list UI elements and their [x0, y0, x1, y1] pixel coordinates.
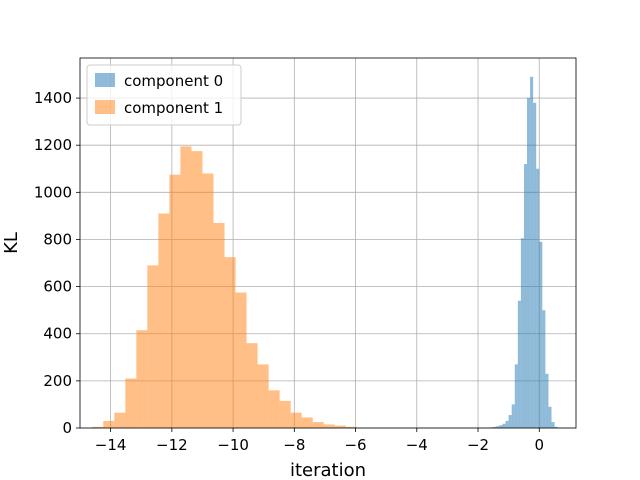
bar-component-0	[530, 76, 534, 428]
bar-component-1	[279, 400, 291, 428]
bar-component-0	[493, 426, 497, 428]
bar-component-1	[290, 412, 302, 428]
x-axis-title: iteration	[290, 460, 366, 480]
x-tick-label: 0	[534, 436, 544, 454]
y-tick-label: 200	[43, 372, 72, 390]
legend-swatch-component-0	[95, 73, 115, 87]
legend: component 0 component 1	[86, 64, 242, 126]
bar-component-0	[517, 300, 521, 428]
bar-component-1	[191, 151, 203, 428]
bar-component-0	[523, 164, 528, 428]
bar-component-0	[545, 373, 549, 428]
legend-box	[86, 64, 242, 126]
bar-component-1	[92, 426, 104, 428]
bar-component-1	[136, 330, 148, 428]
bar-component-1	[345, 426, 357, 428]
x-axis-ticks: −14 −12 −10 −8 −6 −4 −2 0	[95, 428, 544, 454]
y-axis-title: KL	[1, 232, 22, 254]
bar-component-1	[158, 213, 170, 428]
bar-component-0	[499, 425, 503, 428]
bar-component-0	[539, 241, 543, 428]
bar-component-1	[125, 378, 137, 428]
x-tick-label: −8	[283, 436, 305, 454]
bar-component-1	[169, 174, 181, 428]
bar-component-1	[312, 422, 324, 428]
x-tick-label: −2	[467, 436, 489, 454]
y-tick-label: 0	[62, 419, 72, 437]
x-tick-label: −10	[217, 436, 249, 454]
bar-component-0	[520, 238, 524, 428]
legend-swatch-component-1	[95, 100, 115, 114]
bar-component-1	[147, 265, 159, 428]
y-tick-label: 400	[43, 325, 72, 343]
x-tick-label: −12	[156, 436, 188, 454]
bar-component-0	[508, 415, 512, 428]
bar-component-1	[180, 146, 192, 428]
x-tick-label: −14	[95, 436, 127, 454]
bar-component-1	[114, 412, 126, 428]
bar-component-1	[257, 364, 269, 428]
bar-component-0	[542, 310, 546, 428]
bar-component-1	[103, 420, 115, 428]
x-tick-label: −4	[406, 436, 428, 454]
bar-component-0	[536, 168, 540, 428]
bar-component-0	[496, 426, 500, 428]
bar-component-1	[323, 424, 335, 428]
plot-frame	[79, 57, 577, 429]
legend-label-component-1: component 1	[124, 99, 223, 117]
bar-component-0	[551, 422, 555, 428]
bar-component-1	[235, 292, 247, 428]
y-tick-label: 1200	[34, 136, 72, 154]
bar-component-1	[213, 222, 225, 428]
y-axis-ticks: 0 200 400 600 800 1000 1200 1400	[34, 89, 80, 437]
bar-component-0	[554, 426, 558, 428]
bar-component-0	[511, 404, 515, 428]
y-tick-label: 1400	[34, 89, 72, 107]
bar-component-0	[505, 420, 509, 428]
histogram-bars	[92, 76, 558, 429]
y-tick-label: 800	[43, 230, 72, 248]
legend-label-component-0: component 0	[124, 72, 223, 90]
y-tick-label: 600	[43, 278, 72, 296]
bar-component-0	[502, 423, 506, 428]
bar-component-0	[527, 98, 531, 429]
bar-component-1	[202, 173, 214, 428]
y-tick-label: 1000	[34, 183, 72, 201]
bar-component-1	[246, 343, 258, 428]
bar-component-1	[224, 257, 236, 428]
bar-component-0	[548, 406, 552, 428]
bar-component-0	[533, 102, 537, 428]
bar-component-1	[268, 390, 280, 428]
bar-component-1	[334, 425, 346, 428]
x-tick-label: −6	[344, 436, 366, 454]
bar-component-1	[301, 417, 313, 428]
bar-component-0	[514, 364, 518, 428]
